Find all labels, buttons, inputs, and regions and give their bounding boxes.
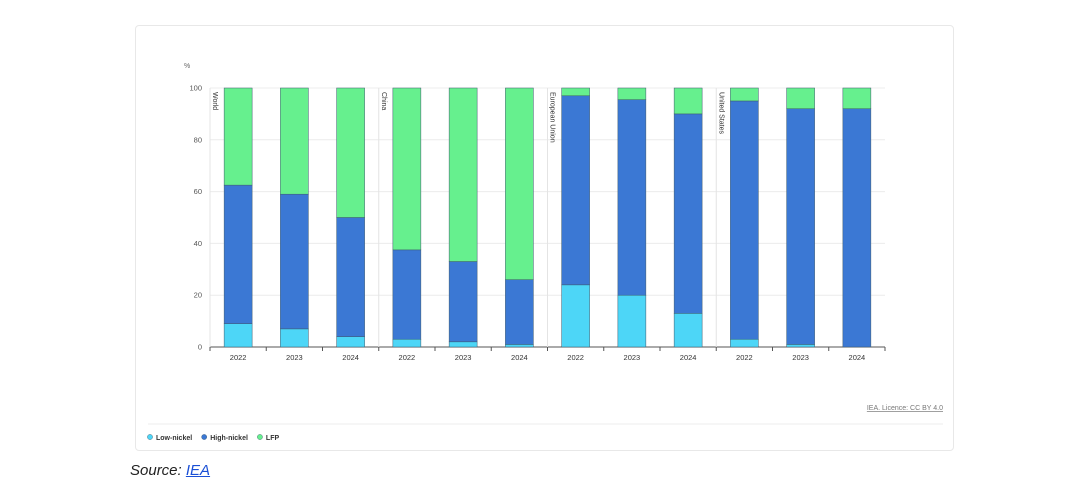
legend-label: Low-nickel: [156, 435, 192, 442]
bar-segment[interactable]: [842, 87, 872, 109]
group-label: World: [211, 92, 218, 110]
y-tick-label: 60: [194, 187, 202, 196]
bar-segment[interactable]: [561, 87, 590, 97]
bar-segment[interactable]: [730, 338, 759, 348]
legend-marker: [201, 434, 207, 440]
legend-label: LFP: [266, 435, 280, 442]
y-tick-label: 100: [189, 84, 202, 93]
legend-marker: [147, 434, 153, 440]
bar-segment[interactable]: [786, 87, 815, 109]
x-tick-label: 2022: [230, 353, 247, 362]
x-tick-label: 2024: [511, 353, 528, 362]
y-tick-label: 20: [194, 291, 202, 300]
bar-segment[interactable]: [223, 184, 253, 324]
x-tick-label: 2023: [286, 353, 303, 362]
bar-segment[interactable]: [448, 261, 478, 343]
x-tick-label: 2024: [680, 353, 697, 362]
bar-segment[interactable]: [280, 193, 309, 330]
x-tick-label: 2024: [849, 353, 866, 362]
source-label: Source:: [130, 462, 182, 479]
bar-segment[interactable]: [673, 313, 703, 348]
bar-segment[interactable]: [730, 87, 759, 102]
group-label: United States: [717, 92, 724, 135]
y-tick-label: 80: [194, 135, 202, 144]
bar-segment[interactable]: [505, 279, 534, 345]
licence-link[interactable]: IEA. Licence: CC BY 4.0: [867, 405, 943, 412]
y-axis-label: %: [184, 63, 190, 70]
group-label: China: [380, 92, 387, 110]
bar-segment[interactable]: [673, 87, 703, 115]
x-tick-label: 2022: [399, 353, 416, 362]
legend-label: High-nickel: [210, 435, 248, 442]
legend-marker: [257, 434, 263, 440]
bar-segment[interactable]: [280, 328, 309, 348]
bar-segment[interactable]: [448, 341, 478, 348]
bar-segment[interactable]: [730, 100, 759, 340]
source-line: Source: IEA: [130, 462, 210, 479]
bar-segment[interactable]: [561, 284, 590, 348]
x-tick-label: 2024: [342, 353, 359, 362]
chart-card: % 0 20 40 60 80 100 World China European Union Uni…: [135, 25, 954, 451]
x-tick-label: 2023: [624, 353, 641, 362]
bar-segment[interactable]: [223, 323, 253, 348]
bar-segment[interactable]: [561, 95, 590, 286]
bar-segment[interactable]: [392, 338, 422, 348]
bar-segment[interactable]: [786, 344, 815, 348]
x-tick-label: 2022: [736, 353, 753, 362]
x-tick-label: 2023: [455, 353, 472, 362]
y-tick-label: 0: [198, 343, 202, 352]
x-tick-label: 2022: [567, 353, 584, 362]
bar-segment[interactable]: [448, 87, 478, 262]
bar-segment[interactable]: [336, 336, 365, 348]
group-label: European Union: [549, 92, 556, 143]
bar-segment[interactable]: [617, 99, 647, 296]
x-tick-label: 2023: [792, 353, 809, 362]
bar-segment[interactable]: [392, 249, 422, 340]
bar-segment[interactable]: [505, 87, 534, 280]
bar-segment[interactable]: [842, 108, 872, 348]
bar-segment[interactable]: [280, 87, 309, 195]
bar-segment[interactable]: [336, 87, 365, 218]
bar-segment[interactable]: [336, 217, 365, 337]
bar-segment[interactable]: [392, 87, 422, 251]
bar-segment[interactable]: [223, 87, 253, 186]
bar-segment[interactable]: [505, 344, 534, 348]
bar-segment[interactable]: [617, 294, 647, 348]
bar-segment[interactable]: [617, 87, 647, 100]
stacked-bar-chart: % 0 20 40 60 80 100 World China European Union Uni…: [147, 63, 943, 442]
bar-segment[interactable]: [673, 113, 703, 314]
source-link[interactable]: IEA: [185, 462, 211, 479]
y-tick-label: 40: [194, 239, 202, 248]
bar-segment[interactable]: [786, 108, 815, 345]
